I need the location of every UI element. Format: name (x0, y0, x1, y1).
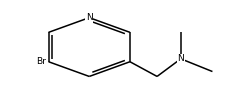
Text: N: N (177, 54, 183, 63)
Text: N: N (86, 13, 92, 22)
Text: Br: Br (36, 57, 46, 66)
